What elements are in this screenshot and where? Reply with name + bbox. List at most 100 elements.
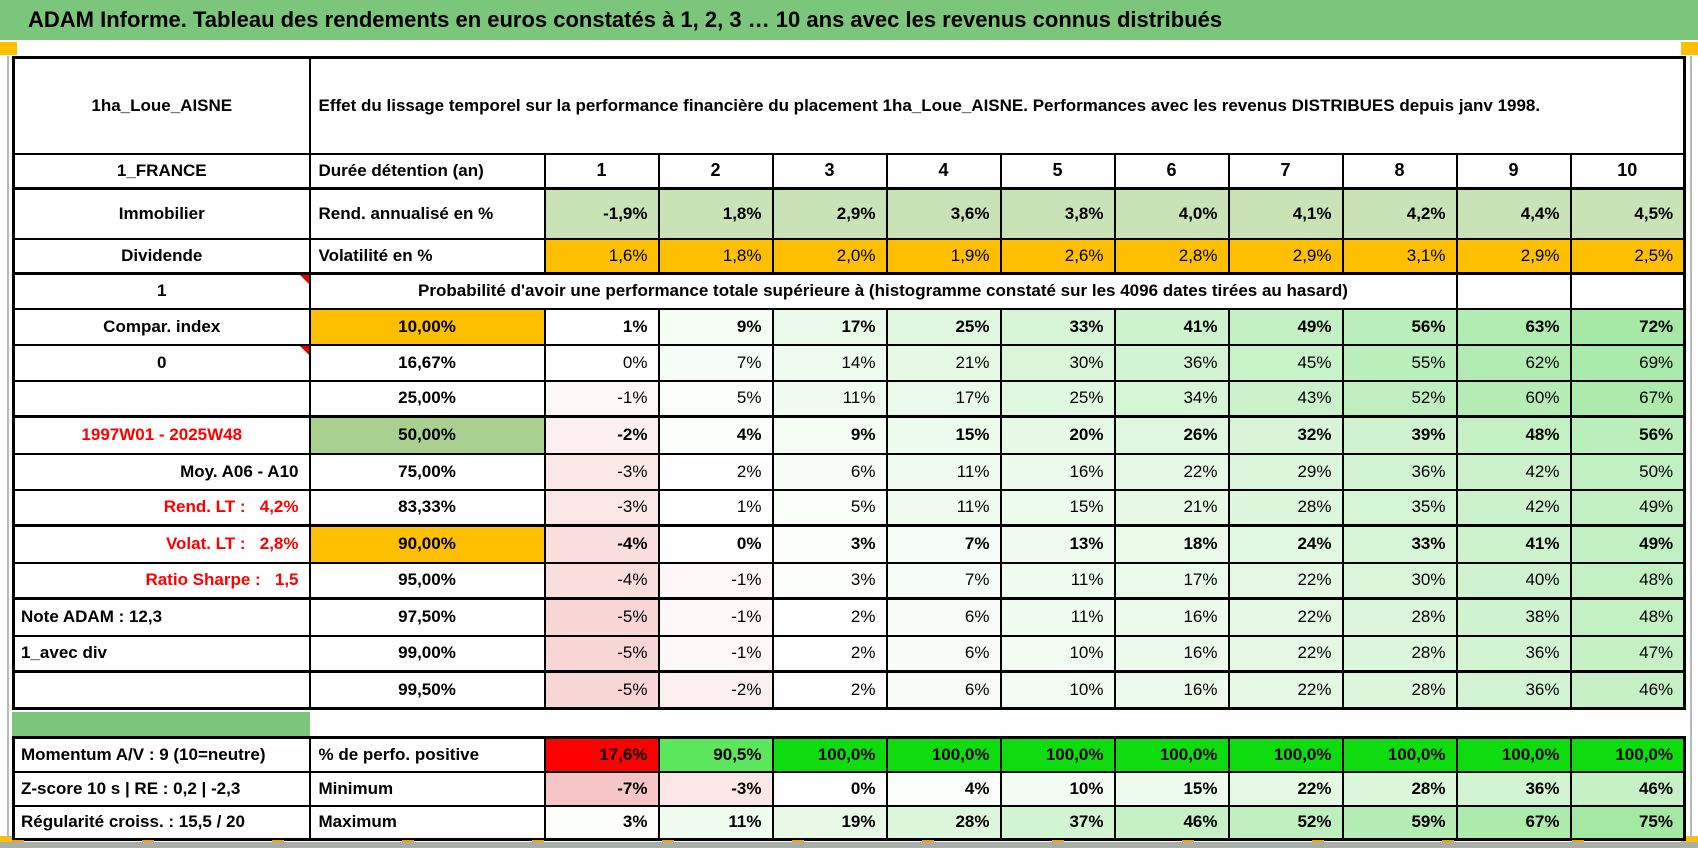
value-cell[interactable]: 22%: [1227, 597, 1344, 637]
value-cell[interactable]: 55%: [1341, 343, 1458, 382]
value-cell[interactable]: 60%: [1455, 379, 1572, 418]
value-cell[interactable]: 4,4%: [1455, 187, 1572, 240]
value-cell[interactable]: 28%: [1341, 670, 1458, 710]
value-cell[interactable]: 13%: [999, 524, 1116, 564]
value-cell[interactable]: 17%: [885, 379, 1002, 418]
value-cell[interactable]: 5%: [771, 488, 888, 527]
value-cell[interactable]: -5%: [543, 634, 660, 673]
row-label-cell[interactable]: 0: [12, 343, 311, 382]
value-cell[interactable]: 41%: [1113, 307, 1230, 346]
row-header-cell[interactable]: 25,00%: [308, 379, 546, 418]
value-cell[interactable]: 49%: [1569, 524, 1686, 564]
empty-cell[interactable]: [1569, 272, 1686, 310]
value-cell[interactable]: 10%: [999, 670, 1116, 710]
probability-note-cell[interactable]: Probabilité d'avoir une performance tota…: [308, 272, 1458, 310]
value-cell[interactable]: 1,9%: [885, 237, 1002, 275]
value-cell[interactable]: 14%: [771, 343, 888, 382]
row-header-cell[interactable]: % de perfo. positive: [308, 736, 546, 773]
value-cell[interactable]: 67%: [1455, 804, 1572, 841]
value-cell[interactable]: 16%: [1113, 597, 1230, 637]
value-cell[interactable]: 49%: [1227, 307, 1344, 346]
value-cell[interactable]: 16%: [1113, 670, 1230, 710]
value-cell[interactable]: -1,9%: [543, 187, 660, 240]
value-cell[interactable]: 1,8%: [657, 187, 774, 240]
region-cell[interactable]: 1_FRANCE: [12, 152, 311, 190]
row-header-cell[interactable]: 83,33%: [308, 488, 546, 527]
value-cell[interactable]: 15%: [885, 415, 1002, 455]
value-cell[interactable]: 16%: [999, 452, 1116, 491]
row-header-cell[interactable]: 97,50%: [308, 597, 546, 637]
value-cell[interactable]: 11%: [771, 379, 888, 418]
value-cell[interactable]: 22%: [1227, 634, 1344, 673]
value-cell[interactable]: 69%: [1569, 343, 1686, 382]
value-cell[interactable]: 100,0%: [885, 736, 1002, 773]
value-cell[interactable]: 9%: [657, 307, 774, 346]
value-cell[interactable]: 2,5%: [1569, 237, 1686, 275]
value-cell[interactable]: 15%: [999, 488, 1116, 527]
value-cell[interactable]: 28%: [1341, 597, 1458, 637]
value-cell[interactable]: 0%: [771, 770, 888, 807]
row-header-cell[interactable]: 10,00%: [308, 307, 546, 346]
value-cell[interactable]: 48%: [1569, 561, 1686, 600]
value-cell[interactable]: 1%: [657, 488, 774, 527]
value-cell[interactable]: 6%: [885, 670, 1002, 710]
value-cell[interactable]: 20%: [999, 415, 1116, 455]
value-cell[interactable]: 100,0%: [1227, 736, 1344, 773]
row-header-cell[interactable]: 90,00%: [308, 524, 546, 564]
row-label-cell[interactable]: Régularité croiss. : 15,5 / 20: [12, 804, 311, 841]
value-cell[interactable]: 46%: [1113, 804, 1230, 841]
value-cell[interactable]: 90,5%: [657, 736, 774, 773]
value-cell[interactable]: 3%: [771, 524, 888, 564]
value-cell[interactable]: 11%: [885, 488, 1002, 527]
year-column-header[interactable]: 3: [771, 152, 888, 190]
value-cell[interactable]: 18%: [1113, 524, 1230, 564]
value-cell[interactable]: 30%: [999, 343, 1116, 382]
value-cell[interactable]: 7%: [885, 524, 1002, 564]
value-cell[interactable]: 36%: [1113, 343, 1230, 382]
value-cell[interactable]: 24%: [1227, 524, 1344, 564]
value-cell[interactable]: 17%: [1113, 561, 1230, 600]
value-cell[interactable]: -1%: [657, 561, 774, 600]
year-column-header[interactable]: 5: [999, 152, 1116, 190]
value-cell[interactable]: 9%: [771, 415, 888, 455]
value-cell[interactable]: 59%: [1341, 804, 1458, 841]
value-cell[interactable]: 30%: [1341, 561, 1458, 600]
value-cell[interactable]: 46%: [1569, 770, 1686, 807]
value-cell[interactable]: -3%: [657, 770, 774, 807]
value-cell[interactable]: 11%: [657, 804, 774, 841]
value-cell[interactable]: 100,0%: [1341, 736, 1458, 773]
value-cell[interactable]: 10%: [999, 770, 1116, 807]
value-cell[interactable]: 10%: [999, 634, 1116, 673]
value-cell[interactable]: 36%: [1455, 634, 1572, 673]
description-cell[interactable]: Effet du lissage temporel sur la perform…: [308, 56, 1686, 155]
value-cell[interactable]: 3,1%: [1341, 237, 1458, 275]
value-cell[interactable]: 1%: [543, 307, 660, 346]
value-cell[interactable]: -2%: [543, 415, 660, 455]
value-cell[interactable]: 39%: [1341, 415, 1458, 455]
value-cell[interactable]: 75%: [1569, 804, 1686, 841]
row-header-cell[interactable]: Volatilité en %: [308, 237, 546, 275]
value-cell[interactable]: 62%: [1455, 343, 1572, 382]
value-cell[interactable]: 16%: [1113, 634, 1230, 673]
value-cell[interactable]: 7%: [885, 561, 1002, 600]
row-header-cell[interactable]: Minimum: [308, 770, 546, 807]
year-column-header[interactable]: 2: [657, 152, 774, 190]
value-cell[interactable]: 2,9%: [1227, 237, 1344, 275]
row-label-cell[interactable]: [12, 670, 311, 710]
value-cell[interactable]: -3%: [543, 452, 660, 491]
value-cell[interactable]: 28%: [885, 804, 1002, 841]
value-cell[interactable]: 15%: [1113, 770, 1230, 807]
row-label-cell[interactable]: Momentum A/V : 9 (10=neutre): [12, 736, 311, 773]
row-label-cell[interactable]: Compar. index: [12, 307, 311, 346]
year-column-header[interactable]: 6: [1113, 152, 1230, 190]
value-cell[interactable]: 45%: [1227, 343, 1344, 382]
value-cell[interactable]: 38%: [1455, 597, 1572, 637]
value-cell[interactable]: 7%: [657, 343, 774, 382]
row-header-cell[interactable]: 50,00%: [308, 415, 546, 455]
row-label-cell[interactable]: Immobilier: [12, 187, 311, 240]
row-label-cell[interactable]: Z-score 10 s | RE : 0,2 | -2,3: [12, 770, 311, 807]
value-cell[interactable]: 52%: [1227, 804, 1344, 841]
row-label-cell[interactable]: Moy. A06 - A10: [12, 452, 311, 491]
value-cell[interactable]: 34%: [1113, 379, 1230, 418]
value-cell[interactable]: 36%: [1341, 452, 1458, 491]
